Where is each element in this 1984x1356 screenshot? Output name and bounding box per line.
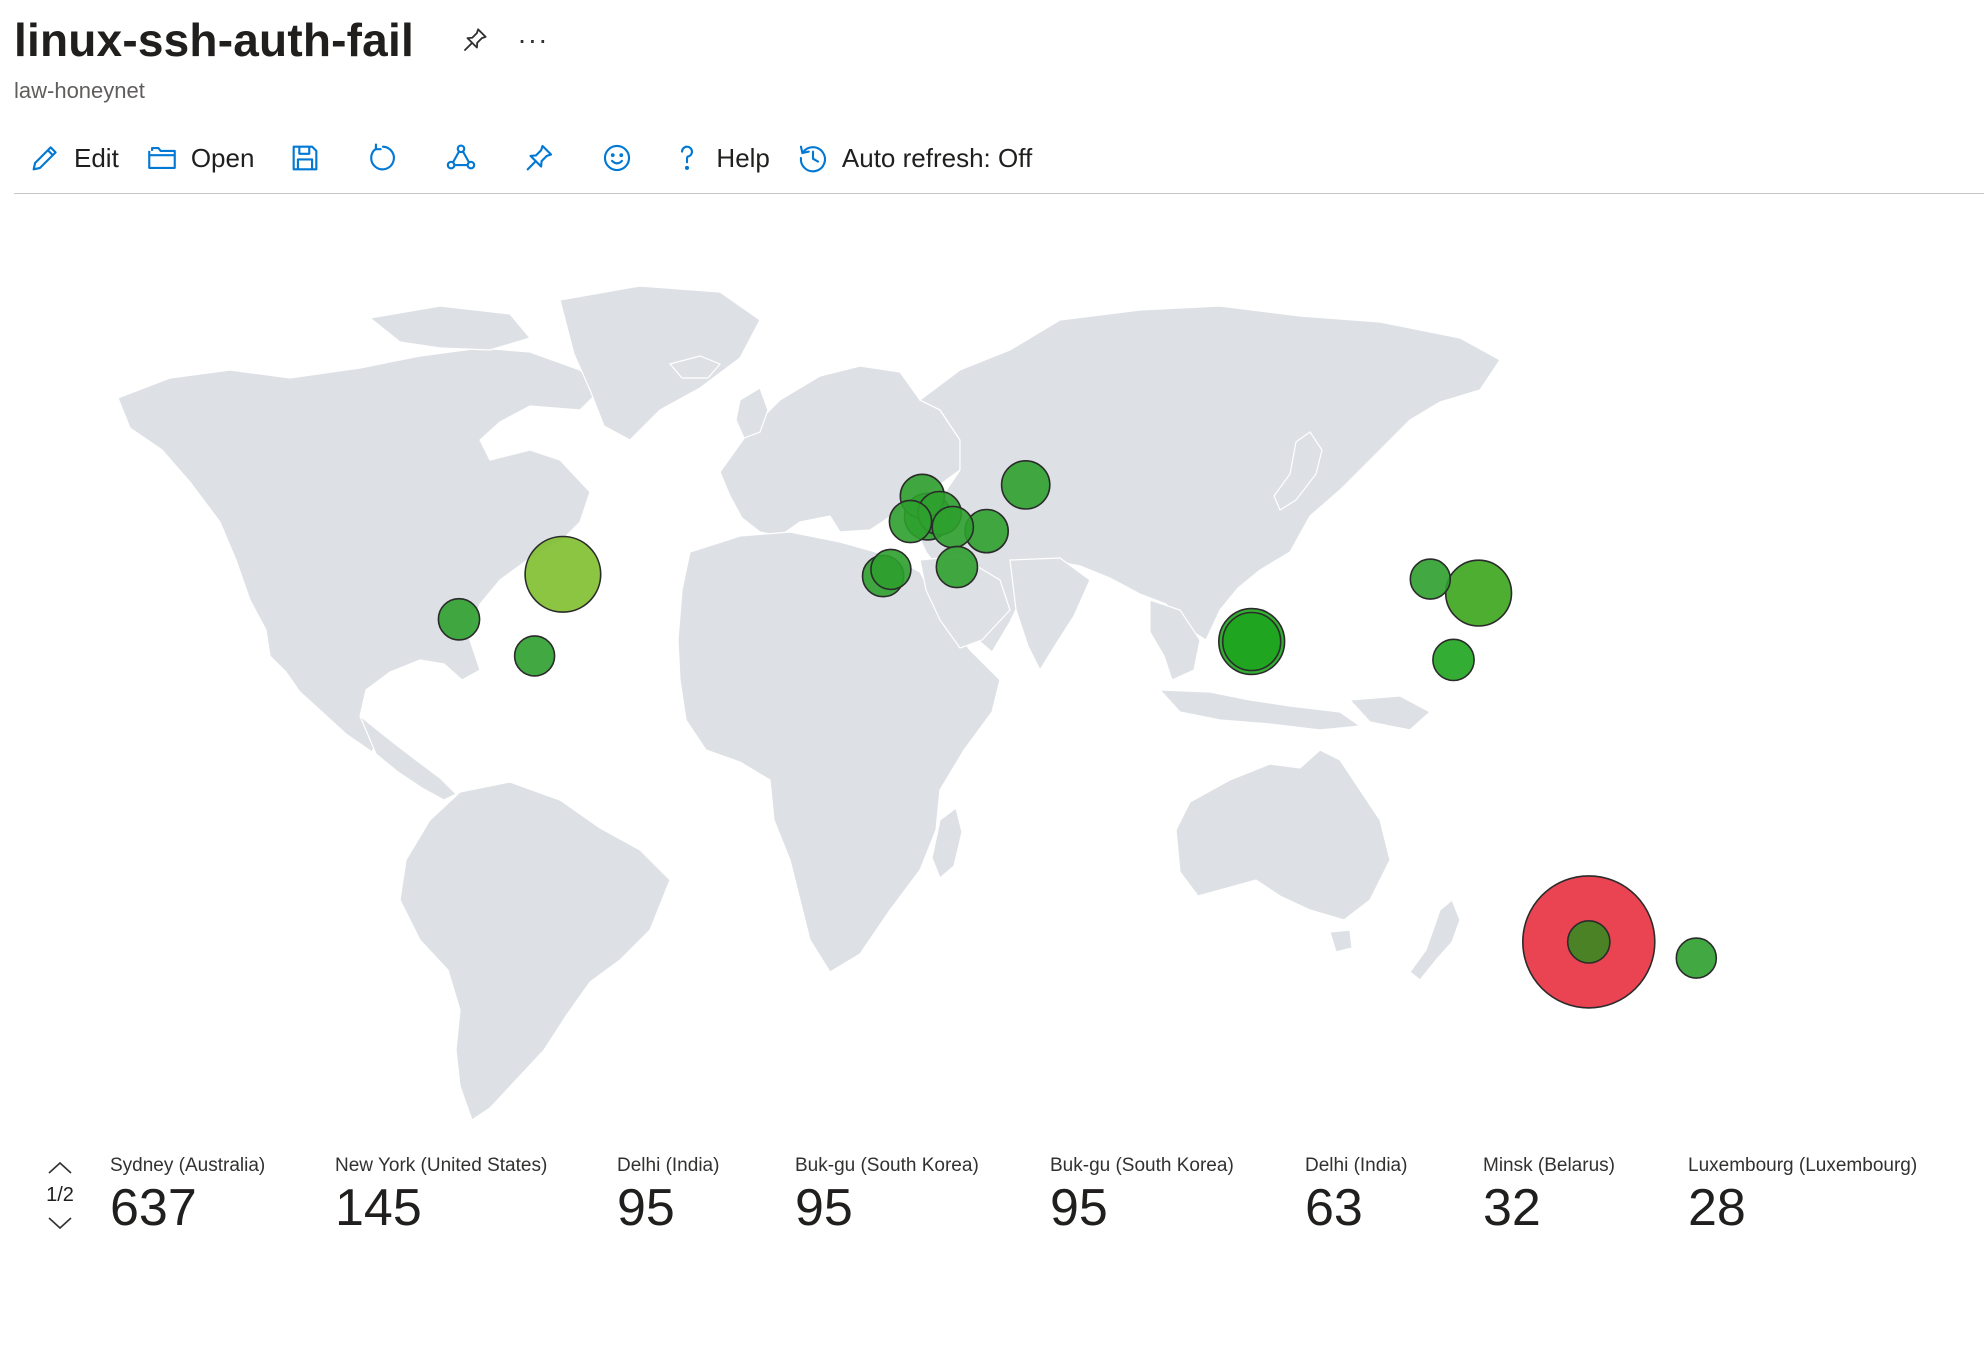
auto-refresh-button[interactable]: Auto refresh: Off xyxy=(782,130,1044,186)
chevron-up-icon[interactable] xyxy=(46,1160,74,1176)
pin-title-button[interactable] xyxy=(458,23,492,57)
share-button[interactable] xyxy=(422,130,500,186)
share-icon xyxy=(447,144,476,170)
map-bubble[interactable] xyxy=(1221,611,1282,672)
map-canvas[interactable] xyxy=(60,260,1820,1140)
tile-2[interactable]: New York (United States) 145 xyxy=(335,1155,547,1236)
map-bubble[interactable] xyxy=(1000,459,1051,510)
tile-label: Delhi (India) xyxy=(617,1155,720,1176)
map-bubble[interactable] xyxy=(1432,638,1475,682)
save-button[interactable] xyxy=(266,130,344,186)
refresh-icon xyxy=(370,143,396,171)
tile-label: New York (United States) xyxy=(335,1155,548,1176)
tile-3[interactable]: Delhi (India) 95 xyxy=(617,1155,719,1236)
edit-button[interactable]: Edit xyxy=(14,130,131,186)
land-tasmania xyxy=(1329,929,1353,953)
edit-label: Edit xyxy=(74,142,119,173)
tile-7[interactable]: Minsk (Belarus) 32 xyxy=(1483,1155,1615,1236)
map-bubble[interactable] xyxy=(513,635,556,677)
toolbar-divider xyxy=(14,193,1984,194)
land-japan xyxy=(1273,431,1323,511)
map-bubble[interactable] xyxy=(1675,937,1718,979)
land-north-america xyxy=(117,347,601,753)
pencil-icon xyxy=(32,146,57,171)
land-southeast-asia xyxy=(1149,599,1201,681)
land-central-america xyxy=(359,715,458,801)
map-markers[interactable] xyxy=(437,459,1718,1009)
tile-value: 28 xyxy=(1688,1179,1746,1237)
map-bubble[interactable] xyxy=(935,545,979,589)
history-icon xyxy=(799,145,826,173)
chevron-down-icon[interactable] xyxy=(46,1215,74,1231)
world-map[interactable] xyxy=(60,260,1820,1140)
tile-label: Sydney (Australia) xyxy=(110,1155,266,1176)
land-madagascar xyxy=(931,806,963,880)
pin-icon xyxy=(527,144,553,171)
land-india xyxy=(1009,557,1091,672)
page-subtitle: law-honeynet xyxy=(14,78,145,103)
more-icon: ··· xyxy=(517,24,549,55)
map-land xyxy=(117,285,1501,1121)
tile-pager: 1/2 xyxy=(40,1160,80,1231)
map-bubble[interactable] xyxy=(888,499,933,544)
folder-icon xyxy=(148,147,176,169)
feedback-button[interactable] xyxy=(578,130,656,186)
open-button[interactable]: Open xyxy=(131,130,267,186)
land-britain xyxy=(735,387,769,439)
tile-value: 63 xyxy=(1305,1179,1363,1237)
title-row: linux-ssh-auth-fail ··· xyxy=(14,12,550,68)
tile-value: 637 xyxy=(110,1179,197,1237)
pin-icon xyxy=(463,28,487,51)
command-bar: Edit Open xyxy=(14,130,1984,186)
tile-label: Luxembourg (Luxembourg) xyxy=(1688,1155,1918,1176)
help-label: Help xyxy=(716,142,770,173)
more-button[interactable]: ··· xyxy=(516,23,550,57)
tile-4[interactable]: Buk-gu (South Korea) 95 xyxy=(795,1155,979,1236)
tile-value: 145 xyxy=(335,1179,422,1237)
land-indonesia xyxy=(1158,689,1362,731)
page-indicator: 1/2 xyxy=(46,1184,74,1206)
land-arctic-islands xyxy=(368,305,532,351)
map-bubble[interactable] xyxy=(1566,920,1611,964)
tile-label: Minsk (Belarus) xyxy=(1483,1155,1615,1176)
land-iceland xyxy=(668,355,722,379)
smiley-icon xyxy=(604,144,631,172)
tile-value: 95 xyxy=(617,1179,675,1237)
map-bubble[interactable] xyxy=(524,535,602,613)
land-greenland xyxy=(559,285,761,441)
tile-value: 32 xyxy=(1483,1179,1541,1237)
map-bubble[interactable] xyxy=(870,548,912,591)
map-bubble[interactable] xyxy=(1409,558,1452,600)
tile-value: 95 xyxy=(1050,1179,1108,1237)
auto-refresh-label: Auto refresh: Off xyxy=(841,142,1033,173)
page-title: linux-ssh-auth-fail xyxy=(14,14,414,66)
map-bubble[interactable] xyxy=(437,597,481,641)
tile-1[interactable]: Sydney (Australia) 637 xyxy=(110,1155,265,1236)
help-button[interactable]: Help xyxy=(656,130,781,186)
map-bubble[interactable] xyxy=(1444,559,1513,627)
land-australia xyxy=(1175,749,1391,921)
tile-8[interactable]: Luxembourg (Luxembourg) 28 xyxy=(1688,1155,1917,1236)
land-new-guinea xyxy=(1348,695,1432,731)
tile-label: Buk-gu (South Korea) xyxy=(795,1155,979,1176)
tile-6[interactable]: Delhi (India) 63 xyxy=(1305,1155,1407,1236)
land-south-america xyxy=(399,781,671,1121)
refresh-button[interactable] xyxy=(344,130,422,186)
land-new-zealand xyxy=(1409,899,1461,981)
tile-label: Delhi (India) xyxy=(1305,1155,1408,1176)
summary-tiles: 1/2 Sydney (Australia) 637 New York (Uni… xyxy=(0,1150,1984,1250)
tile-5[interactable]: Buk-gu (South Korea) 95 xyxy=(1050,1155,1234,1236)
page-header: linux-ssh-auth-fail ··· law-honeynet xyxy=(14,12,550,104)
pin-to-dashboard-button[interactable] xyxy=(500,130,578,186)
tile-label: Buk-gu (South Korea) xyxy=(1050,1155,1234,1176)
help-icon xyxy=(681,145,694,170)
tile-value: 95 xyxy=(795,1179,853,1237)
map-bubble[interactable] xyxy=(931,505,975,549)
open-label: Open xyxy=(190,142,255,173)
save-icon xyxy=(293,145,318,171)
